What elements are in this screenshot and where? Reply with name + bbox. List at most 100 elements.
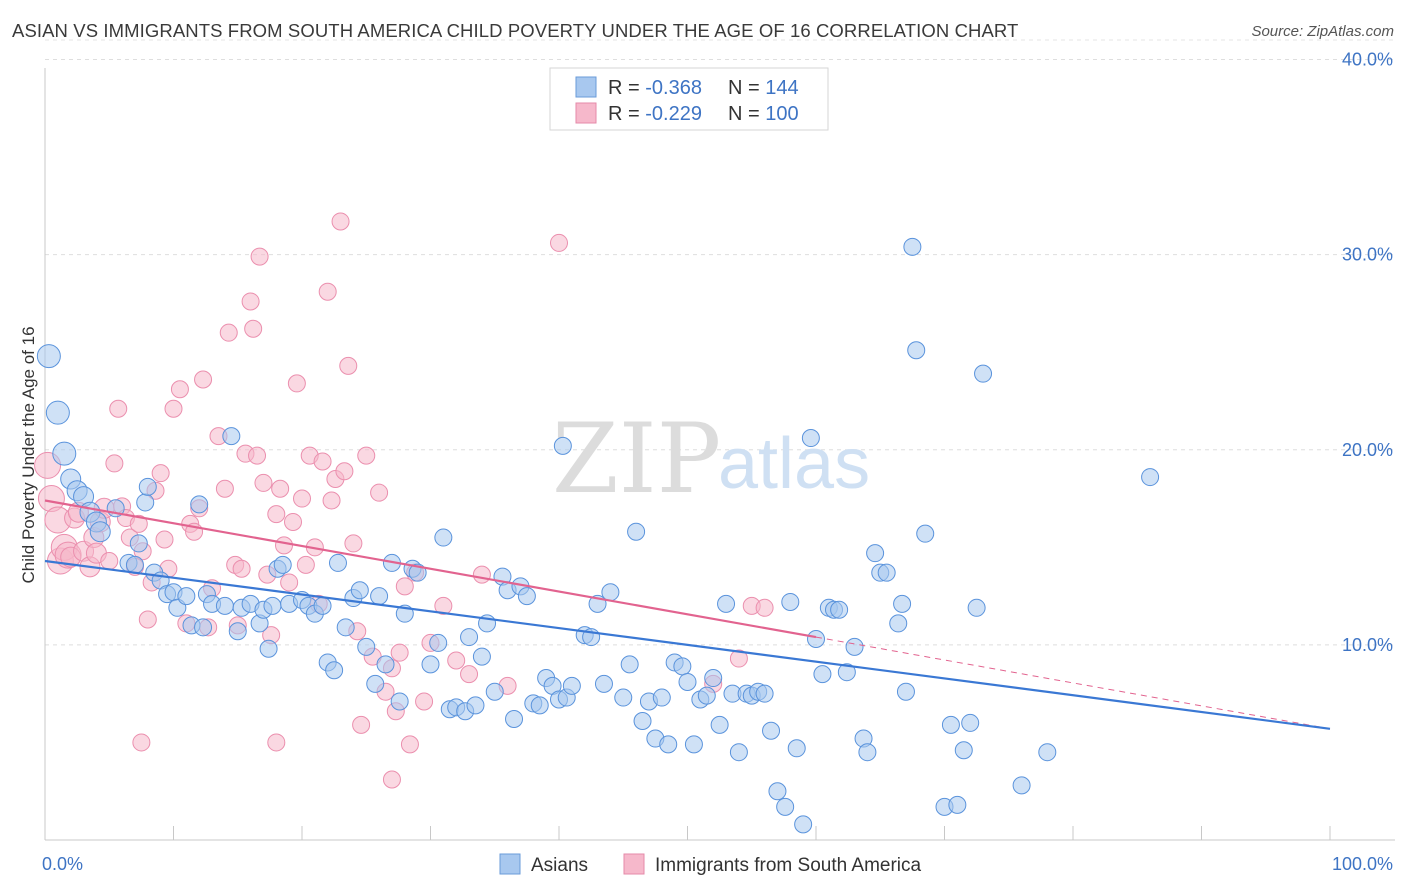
data-point-asian [530, 696, 549, 715]
data-point-asian [136, 493, 155, 512]
data-point-asian [45, 400, 70, 425]
data-point-asian [177, 587, 196, 606]
data-point-asian [762, 721, 781, 740]
data-point-asian [967, 598, 986, 617]
y-tick-label: 30.0% [1342, 245, 1393, 265]
data-point-asian [787, 739, 806, 758]
trend-line-sa-extension [815, 636, 1331, 730]
data-point-asian [794, 815, 813, 834]
data-point-asian [776, 797, 795, 816]
legend-r-label-asians: R = [608, 77, 645, 99]
legend-r-label-sa: R = [608, 103, 645, 125]
legend-n-value-sa: 100 [765, 103, 798, 125]
data-point-sa [170, 380, 189, 399]
data-point-asian [659, 735, 678, 754]
data-point-asian [948, 795, 967, 814]
data-point-asian [1012, 776, 1031, 795]
data-point-asian [263, 596, 282, 615]
data-point-sa [100, 551, 119, 570]
data-point-asian [125, 555, 144, 574]
trend-line-asians [44, 559, 1331, 730]
data-point-sa [284, 512, 303, 531]
data-point-asian [222, 427, 241, 446]
y-tick-labels: 10.0% 20.0% 30.0% 40.0% [1342, 50, 1393, 655]
x-tick-labels: 0.0% 100.0% [42, 854, 1393, 874]
data-point-asian [974, 364, 993, 383]
data-point-asian [52, 441, 77, 466]
data-point-asian [866, 544, 885, 563]
data-point-asian [1038, 743, 1057, 762]
watermark-zip: ZIP [552, 403, 721, 515]
series-asians [36, 237, 1160, 834]
data-point-asian [421, 655, 440, 674]
data-point-asian [138, 477, 157, 496]
data-point-sa [322, 491, 341, 510]
data-point-sa [357, 446, 376, 465]
data-point-sa [132, 733, 151, 752]
data-point-asian [678, 672, 697, 691]
data-point-asian [562, 676, 581, 695]
chart-title: ASIAN VS IMMIGRANTS FROM SOUTH AMERICA C… [12, 20, 1019, 41]
data-point-sa [280, 573, 299, 592]
data-point-asian [755, 684, 774, 703]
y-tick-label: 20.0% [1342, 440, 1393, 460]
data-point-asian [652, 688, 671, 707]
data-point-sa [313, 452, 332, 471]
data-point-asian [614, 688, 633, 707]
legend-box: R = -0.368 N = 144 R = -0.229 N = 100 [549, 67, 829, 131]
bottom-legend: Asians Immigrants from South America [499, 853, 922, 876]
data-point-asian [710, 715, 729, 734]
svg-text:N = 144: N = 144 [728, 77, 799, 99]
data-point-asian [313, 596, 332, 615]
data-point-asian [903, 237, 922, 256]
data-point-asian [889, 614, 908, 633]
data-point-asian [858, 743, 877, 762]
svg-text:N = 100: N = 100 [728, 103, 799, 125]
data-point-asian [553, 436, 572, 455]
data-point-asian [813, 665, 832, 684]
data-point-sa [194, 370, 213, 389]
data-point-asian [485, 682, 504, 701]
data-point-asian [801, 429, 820, 448]
data-point-sa [390, 643, 409, 662]
data-point-sa [267, 733, 286, 752]
data-point-asian [89, 521, 111, 543]
data-point-asian [472, 647, 491, 666]
data-point-asian [228, 622, 247, 641]
data-point-asian [781, 592, 800, 611]
data-point-asian [215, 596, 234, 615]
data-point-asian [837, 663, 856, 682]
data-point-asian [376, 655, 395, 674]
legend-swatch-sa [575, 102, 597, 124]
data-point-asian [830, 600, 849, 619]
data-point-sa [344, 534, 363, 553]
data-point-asian [259, 639, 278, 658]
bottom-legend-label-asians: Asians [531, 855, 588, 876]
data-point-asian [505, 710, 524, 729]
data-point-sa [335, 462, 354, 481]
watermark-atlas: atlas [718, 424, 870, 504]
data-point-sa [296, 555, 315, 574]
data-point-asian [673, 657, 692, 676]
data-point-asian [697, 686, 716, 705]
series-immigrants-south-america [34, 212, 774, 789]
data-point-sa [271, 479, 290, 498]
legend-n-label-asians: N = [728, 77, 765, 99]
data-point-asian [194, 618, 213, 637]
data-point-sa [352, 715, 371, 734]
data-point-sa [400, 735, 419, 754]
y-axis-label: Child Poverty Under the Age of 16 [19, 326, 38, 583]
data-point-asian [370, 587, 389, 606]
data-point-asian [190, 495, 209, 514]
data-point-asian [916, 524, 935, 543]
bottom-legend-swatch-asians [499, 853, 521, 875]
data-point-asian [684, 735, 703, 754]
data-point-asian [429, 633, 448, 652]
data-point-asian [328, 553, 347, 572]
svg-text:R = -0.368: R = -0.368 [608, 77, 702, 99]
data-point-asian [517, 587, 536, 606]
data-point-sa [293, 489, 311, 508]
data-point-asian [390, 692, 409, 711]
watermark: ZIP atlas [552, 403, 870, 515]
y-tick-label: 10.0% [1342, 635, 1393, 655]
